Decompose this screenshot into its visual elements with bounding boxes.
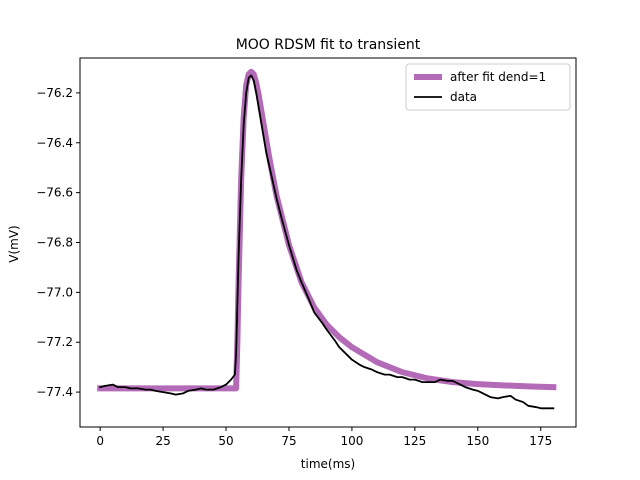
y-tick-label: −77.4 <box>36 385 73 399</box>
series-line-fit <box>97 68 557 392</box>
x-tick-label: 125 <box>403 434 426 448</box>
x-tick-label: 175 <box>529 434 552 448</box>
y-axis-label: V(mV) <box>7 225 21 262</box>
y-tick-label: −77.0 <box>36 285 73 299</box>
x-tick-label: 0 <box>96 434 104 448</box>
y-tick-label: −77.2 <box>36 335 73 349</box>
x-tick-label: 150 <box>466 434 489 448</box>
x-tick-label: 25 <box>155 434 170 448</box>
legend-label: after fit dend=1 <box>450 70 546 84</box>
series-line-data <box>99 74 555 410</box>
x-axis-label: time(ms) <box>301 457 355 471</box>
y-tick-label: −76.4 <box>36 136 73 150</box>
x-tick-label: 100 <box>340 434 363 448</box>
y-tick-label: −76.6 <box>36 186 73 200</box>
plot-area <box>97 68 557 410</box>
axes: 0 25 50 75 100 125 150 175 −77.4 −77.2 −77.0 −76.8 −… <box>36 57 577 448</box>
x-tick-label: 50 <box>218 434 233 448</box>
y-tick-label: −76.8 <box>36 236 73 250</box>
y-tick-label: −76.2 <box>36 86 73 100</box>
chart-title: MOO RDSM fit to transient <box>236 37 421 53</box>
x-tick-label: 75 <box>281 434 296 448</box>
legend-box <box>405 63 571 111</box>
legend-label: data <box>450 90 477 104</box>
legend: after fit dend=1 data <box>405 63 571 111</box>
